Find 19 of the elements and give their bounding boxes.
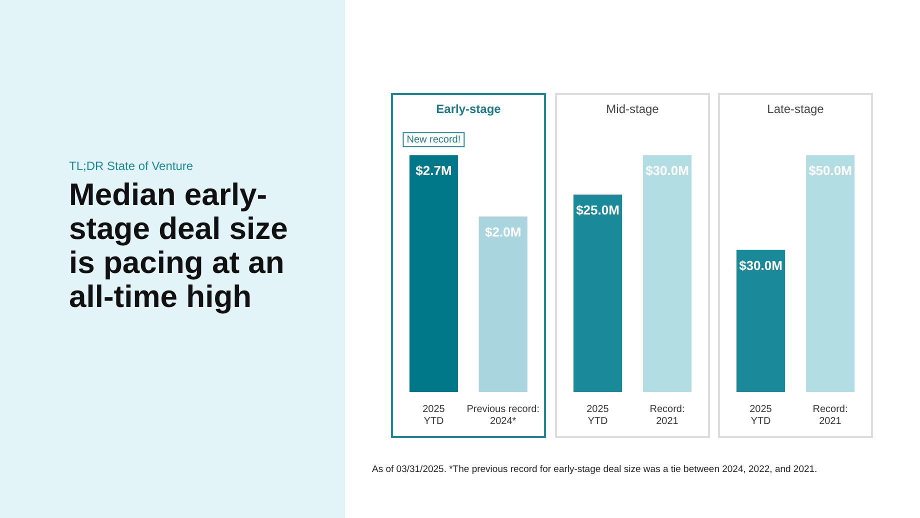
chart-title: Late-stage — [766, 102, 825, 116]
data-label: $30.0M — [646, 163, 689, 178]
data-label: $2.0M — [485, 224, 522, 240]
x-tick-label: Record: 2021 — [650, 404, 685, 427]
x-tick-label: Previous record: 2024* — [466, 404, 540, 427]
data-label: $2.7M — [416, 163, 452, 178]
x-tick-label: 2025 YTD — [422, 404, 446, 427]
x-tick-label: 2025 YTD — [750, 404, 772, 427]
text: TL;DR State of Venture — [69, 159, 194, 173]
chart-title: Mid-stage — [605, 102, 660, 116]
x-tick-label: Record: 2021 — [812, 404, 848, 427]
text: As of 03/31/2025. *The previous record for early-stage deal size was a tie between 2024, 2022, and 2021. — [372, 464, 818, 475]
text: Median early-stage deal size is pacing at an all-time high — [69, 177, 289, 314]
annotation: New record! — [406, 134, 461, 146]
data-label: $30.0M — [739, 258, 782, 273]
chart-title: Early-stage — [435, 102, 502, 116]
data-label: $25.0M — [576, 202, 620, 218]
data-label: $50.0M — [808, 163, 852, 178]
x-tick-label: 2025 YTD — [586, 404, 610, 427]
